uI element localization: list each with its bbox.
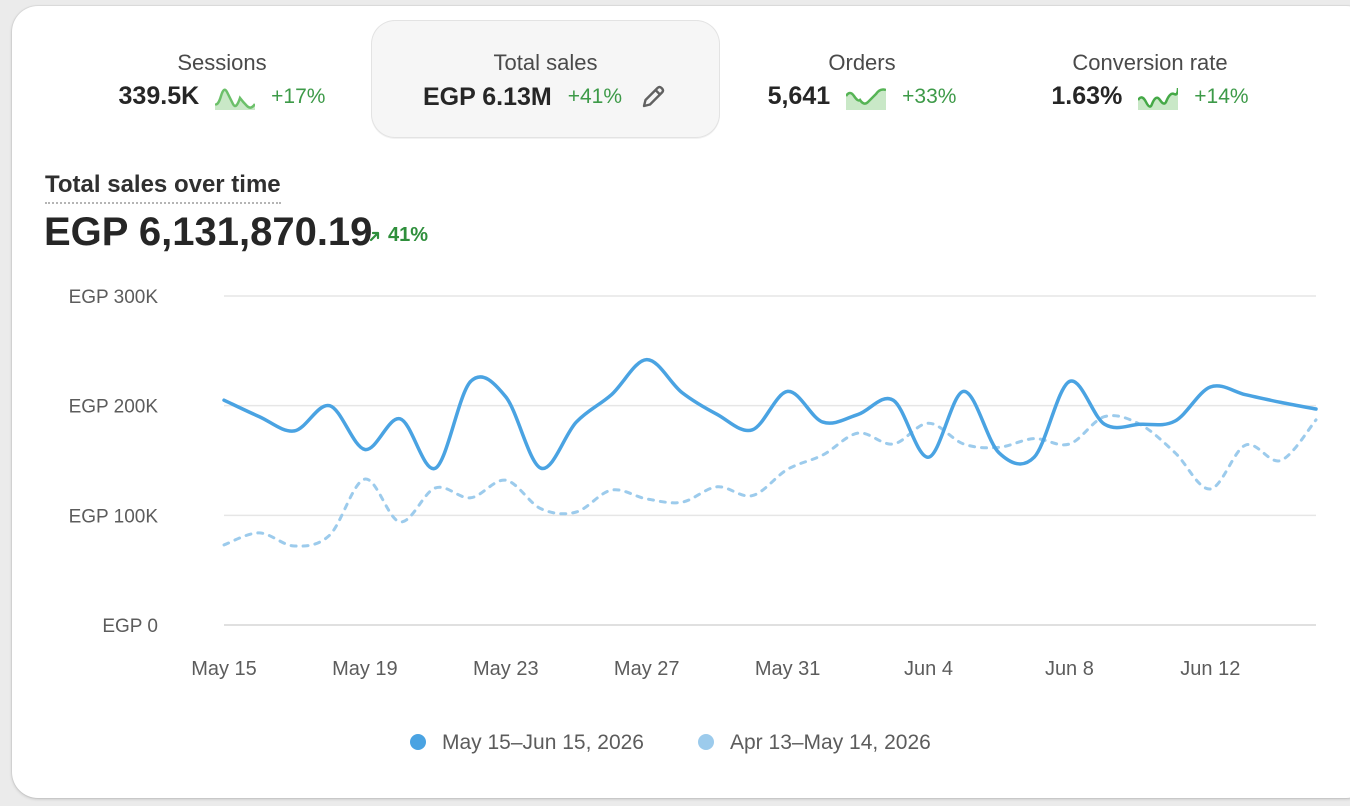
x-tick-label: May 31 bbox=[755, 658, 821, 680]
legend-label: Apr 13–May 14, 2026 bbox=[730, 731, 931, 754]
x-tick-label: Jun 4 bbox=[904, 658, 953, 680]
series-line-current bbox=[222, 357, 1318, 470]
pencil-icon[interactable] bbox=[638, 82, 668, 112]
y-tick-label: EGP 300K bbox=[69, 287, 159, 308]
x-tick-label: May 19 bbox=[332, 658, 398, 680]
legend-marker bbox=[410, 734, 426, 750]
y-tick-label: EGP 200K bbox=[69, 397, 159, 418]
x-tick-label: Jun 12 bbox=[1180, 658, 1240, 680]
x-tick-label: May 27 bbox=[614, 658, 680, 680]
metric-label: Sessions bbox=[177, 50, 267, 75]
sparkline-icon bbox=[1138, 87, 1179, 110]
sparkline-icon bbox=[846, 87, 887, 110]
y-tick-label: EGP 0 bbox=[102, 616, 158, 637]
metric-change: +17% bbox=[271, 84, 326, 108]
chart-total-value: EGP 6,131,870.19 bbox=[44, 210, 373, 254]
chart-change-badge: 41% bbox=[368, 224, 428, 247]
series-line-previous bbox=[222, 414, 1318, 548]
x-tick-label: May 15 bbox=[191, 658, 257, 680]
arrow-up-right-icon bbox=[369, 231, 380, 241]
chart-change-value: 41% bbox=[388, 224, 429, 246]
metric-value: EGP 6.13M bbox=[422, 82, 552, 111]
legend-label: May 15–Jun 15, 2026 bbox=[442, 731, 644, 754]
x-tick-label: Jun 8 bbox=[1045, 658, 1094, 680]
chart-title[interactable]: Total sales over time bbox=[45, 171, 281, 204]
metric-label: Total sales bbox=[493, 50, 598, 75]
sparkline-icon bbox=[215, 88, 256, 110]
metric-label: Conversion rate bbox=[1072, 50, 1228, 75]
metric-total-sales[interactable]: Total sales EGP 6.13M +41% bbox=[371, 20, 720, 138]
metric-conversion-rate[interactable]: Conversion rate 1.63% +14% bbox=[1000, 20, 1300, 138]
metric-label: Orders bbox=[828, 50, 896, 75]
metric-change: +33% bbox=[902, 84, 957, 108]
metric-change: +41% bbox=[567, 85, 623, 108]
x-tick-label: May 23 bbox=[473, 658, 539, 680]
legend-marker bbox=[698, 734, 714, 750]
metric-value: 5,641 bbox=[767, 82, 831, 110]
metric-change: +14% bbox=[1194, 84, 1249, 108]
sales-card bbox=[12, 6, 1350, 798]
metric-value: 1.63% bbox=[1051, 82, 1123, 110]
y-tick-label: EGP 100K bbox=[69, 506, 159, 527]
metric-value: 339.5K bbox=[118, 82, 200, 110]
metric-sessions[interactable]: Sessions 339.5K +17% bbox=[58, 20, 386, 138]
metric-orders[interactable]: Orders 5,641 +33% bbox=[712, 20, 1012, 138]
